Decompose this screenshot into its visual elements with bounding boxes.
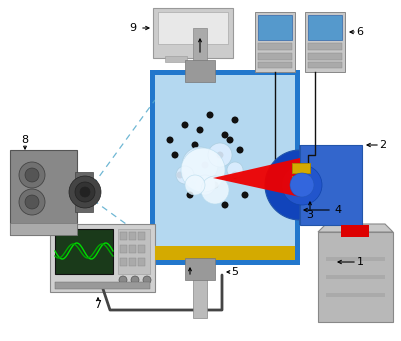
- Circle shape: [231, 117, 239, 123]
- Circle shape: [185, 175, 205, 195]
- Polygon shape: [308, 53, 342, 60]
- Circle shape: [186, 192, 194, 198]
- Polygon shape: [120, 245, 127, 253]
- Polygon shape: [258, 53, 292, 60]
- Polygon shape: [326, 257, 385, 261]
- Polygon shape: [138, 245, 145, 253]
- Polygon shape: [50, 224, 155, 292]
- Polygon shape: [258, 62, 292, 69]
- Polygon shape: [341, 225, 369, 237]
- Polygon shape: [255, 12, 295, 72]
- Circle shape: [217, 151, 223, 159]
- Polygon shape: [10, 150, 77, 235]
- Polygon shape: [308, 15, 342, 40]
- Polygon shape: [213, 158, 300, 197]
- Polygon shape: [165, 56, 187, 62]
- Circle shape: [119, 276, 127, 284]
- Circle shape: [290, 173, 314, 197]
- Circle shape: [131, 276, 139, 284]
- Polygon shape: [193, 278, 207, 318]
- Circle shape: [182, 121, 188, 129]
- Polygon shape: [258, 43, 292, 50]
- Circle shape: [176, 166, 194, 184]
- Text: 4: 4: [334, 205, 342, 215]
- Circle shape: [207, 112, 213, 119]
- Polygon shape: [185, 60, 215, 82]
- Polygon shape: [292, 176, 310, 186]
- Text: 3: 3: [306, 210, 314, 220]
- Polygon shape: [120, 258, 127, 266]
- Circle shape: [231, 172, 239, 178]
- Circle shape: [19, 189, 45, 215]
- Circle shape: [208, 143, 232, 167]
- Polygon shape: [138, 232, 145, 240]
- Polygon shape: [265, 145, 300, 225]
- Circle shape: [25, 195, 39, 209]
- Polygon shape: [318, 232, 393, 322]
- Circle shape: [80, 187, 90, 197]
- Text: 1: 1: [356, 257, 363, 267]
- Circle shape: [25, 168, 39, 182]
- Polygon shape: [129, 258, 136, 266]
- Text: 5: 5: [231, 267, 239, 277]
- Polygon shape: [292, 163, 310, 173]
- Circle shape: [227, 162, 243, 178]
- Polygon shape: [138, 258, 145, 266]
- Polygon shape: [326, 293, 385, 297]
- Text: 2: 2: [379, 140, 387, 150]
- Circle shape: [211, 181, 219, 189]
- Circle shape: [172, 151, 178, 159]
- Polygon shape: [308, 43, 342, 50]
- Circle shape: [196, 127, 203, 133]
- Circle shape: [192, 142, 198, 148]
- Polygon shape: [185, 258, 215, 280]
- Circle shape: [201, 176, 229, 204]
- Polygon shape: [300, 145, 362, 225]
- Text: 9: 9: [130, 23, 137, 33]
- Circle shape: [19, 162, 45, 188]
- Circle shape: [69, 176, 101, 208]
- Polygon shape: [193, 28, 207, 63]
- Polygon shape: [118, 229, 150, 274]
- Polygon shape: [326, 275, 385, 279]
- Polygon shape: [155, 246, 295, 260]
- Circle shape: [201, 162, 209, 168]
- Polygon shape: [55, 229, 113, 274]
- Polygon shape: [153, 8, 233, 58]
- Polygon shape: [308, 62, 342, 69]
- Polygon shape: [10, 223, 77, 235]
- Circle shape: [282, 165, 322, 205]
- Circle shape: [195, 175, 215, 195]
- Polygon shape: [155, 75, 295, 260]
- Polygon shape: [120, 232, 127, 240]
- Circle shape: [241, 192, 249, 198]
- Polygon shape: [55, 282, 150, 289]
- Polygon shape: [150, 70, 300, 265]
- Circle shape: [221, 202, 229, 208]
- Text: 6: 6: [356, 27, 363, 37]
- Polygon shape: [318, 224, 393, 232]
- Circle shape: [143, 276, 151, 284]
- Circle shape: [75, 182, 95, 202]
- Circle shape: [181, 148, 225, 192]
- Circle shape: [176, 172, 184, 178]
- Circle shape: [227, 136, 233, 144]
- Circle shape: [237, 147, 243, 153]
- Polygon shape: [158, 12, 228, 44]
- Circle shape: [182, 147, 218, 183]
- Circle shape: [221, 132, 229, 138]
- Polygon shape: [305, 12, 345, 72]
- Text: 8: 8: [21, 135, 28, 145]
- Polygon shape: [75, 172, 93, 212]
- Polygon shape: [129, 232, 136, 240]
- Circle shape: [166, 136, 174, 144]
- Polygon shape: [258, 15, 292, 40]
- Polygon shape: [129, 245, 136, 253]
- Text: 7: 7: [95, 300, 101, 310]
